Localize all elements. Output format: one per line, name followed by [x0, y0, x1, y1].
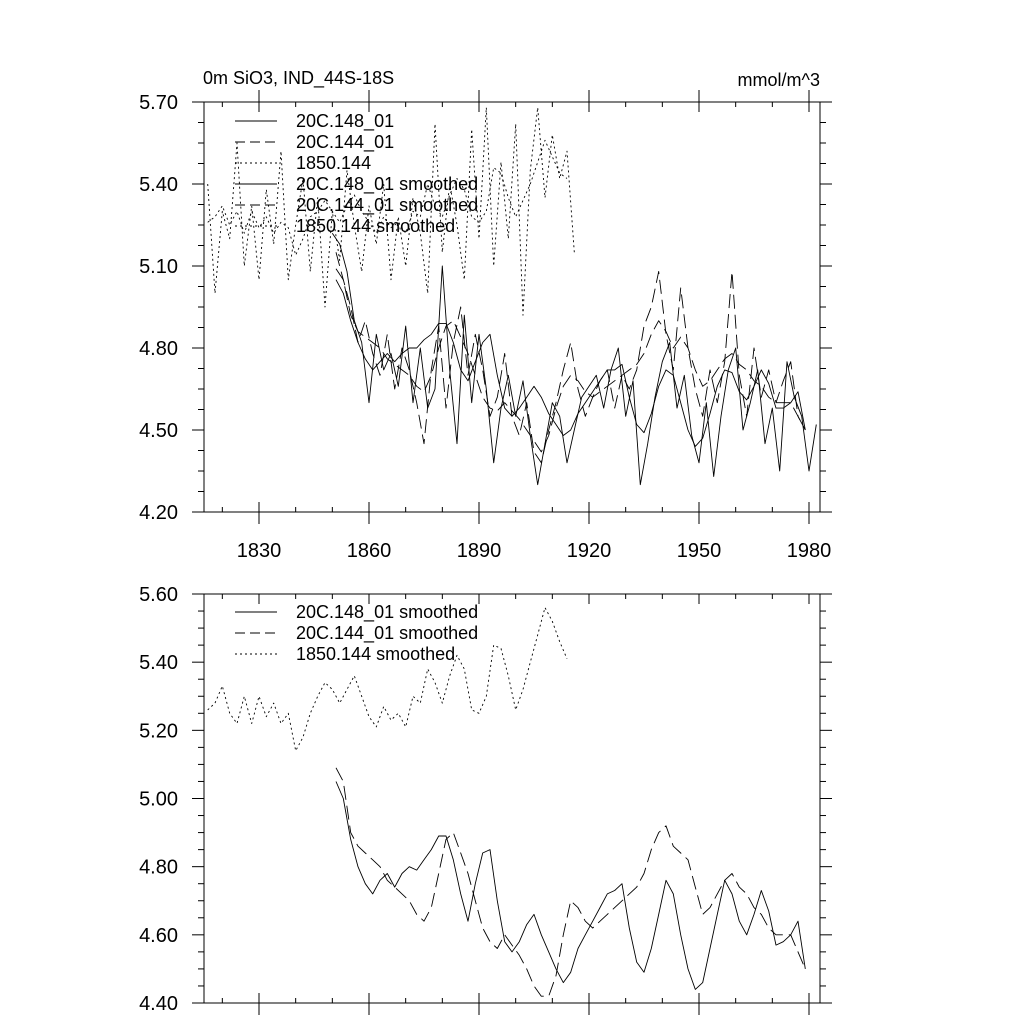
top-chart-panel: 1830 1860 1890 1920 1950 1980 4.20 4.50 4.80 5.10… — [139, 90, 832, 562]
bottom-ytick-label: 5.20 — [139, 720, 178, 742]
top-series-20c-148-01-smoothed — [335, 279, 806, 447]
bottom-legend-label: 20C.148_01 smoothed — [296, 602, 478, 623]
bottom-ytick-label: 4.60 — [139, 925, 178, 947]
top-series-20c-148-01 — [331, 232, 817, 486]
bottom-ytick-label: 5.40 — [139, 652, 178, 674]
bottom-series-20c-148-01-smoothed — [335, 781, 806, 990]
top-xtick-label: 1890 — [457, 540, 502, 562]
bottom-ytick-label: 4.40 — [139, 993, 178, 1015]
top-legend-label: 20C.144_01 — [296, 132, 394, 153]
top-ytick-label: 4.20 — [139, 502, 178, 524]
top-legend-label: 1850.144 — [296, 153, 371, 173]
bottom-legend-label: 1850.144 smoothed — [296, 644, 455, 664]
bottom-chart-panel: 4.40 4.60 4.80 5.00 5.20 5.40 5.60 20C.148_01 s… — [139, 584, 832, 1015]
top-ytick-label: 5.70 — [139, 92, 178, 114]
top-legend-label: 20C.148_01 smoothed — [296, 174, 478, 195]
top-series-20c-144-01-smoothed — [335, 268, 806, 453]
top-ytick-label: 4.50 — [139, 420, 178, 442]
bottom-ytick-label: 5.60 — [139, 584, 178, 606]
bottom-ytick-label: 4.80 — [139, 857, 178, 879]
bottom-legend-label: 20C.144_01 smoothed — [296, 623, 478, 644]
top-chart-units: mmol/m^3 — [738, 70, 820, 90]
top-xtick-label: 1830 — [237, 540, 282, 562]
top-series-1850-144 — [207, 107, 575, 316]
top-xtick-label: 1920 — [567, 540, 612, 562]
top-xtick-label: 1980 — [787, 540, 832, 562]
top-ytick-label: 5.40 — [139, 174, 178, 196]
top-xtick-label: 1950 — [677, 540, 722, 562]
top-ytick-label: 5.10 — [139, 256, 178, 278]
top-legend-label: 20C.148_01 — [296, 111, 394, 132]
top-xtick-label: 1860 — [347, 540, 392, 562]
bottom-ytick-label: 5.00 — [139, 789, 178, 811]
top-ytick-label: 4.80 — [139, 338, 178, 360]
top-legend-label: 20C.144_01 smoothed — [296, 195, 478, 216]
top-legend-label: 1850.144 smoothed — [296, 216, 455, 236]
bottom-series-20c-144-01-smoothed — [335, 767, 806, 997]
top-chart-title: 0m SiO3, IND_44S-18S — [203, 68, 394, 89]
